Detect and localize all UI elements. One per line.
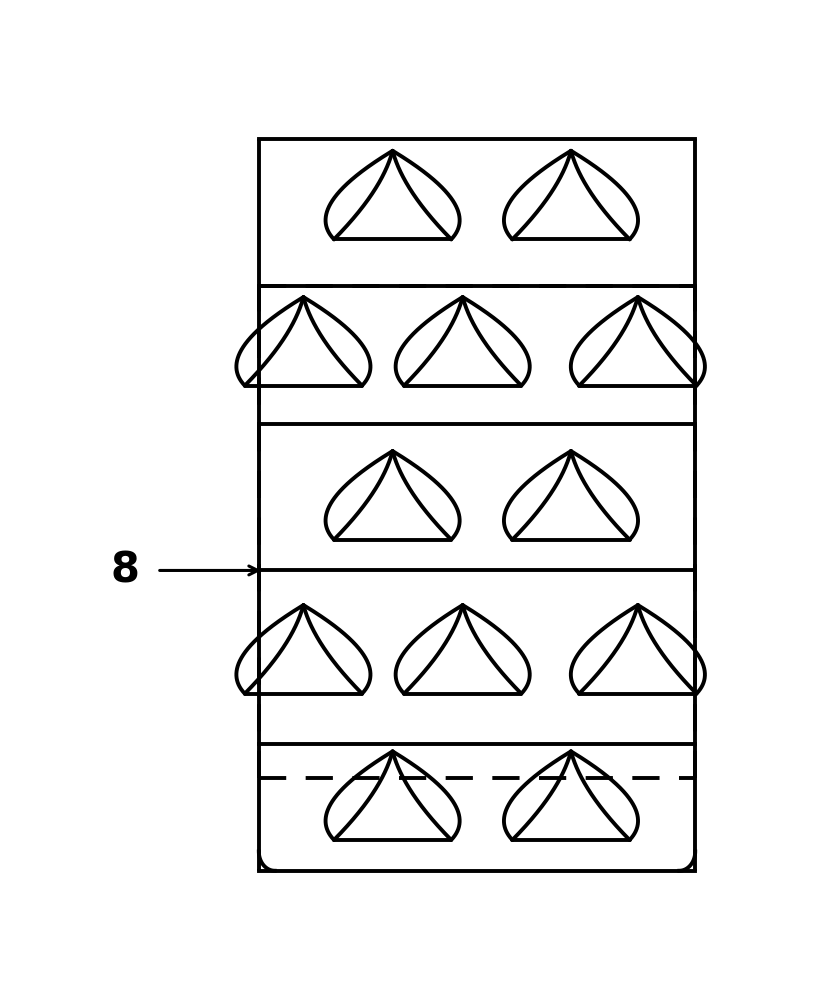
Text: 8: 8 — [110, 549, 140, 591]
